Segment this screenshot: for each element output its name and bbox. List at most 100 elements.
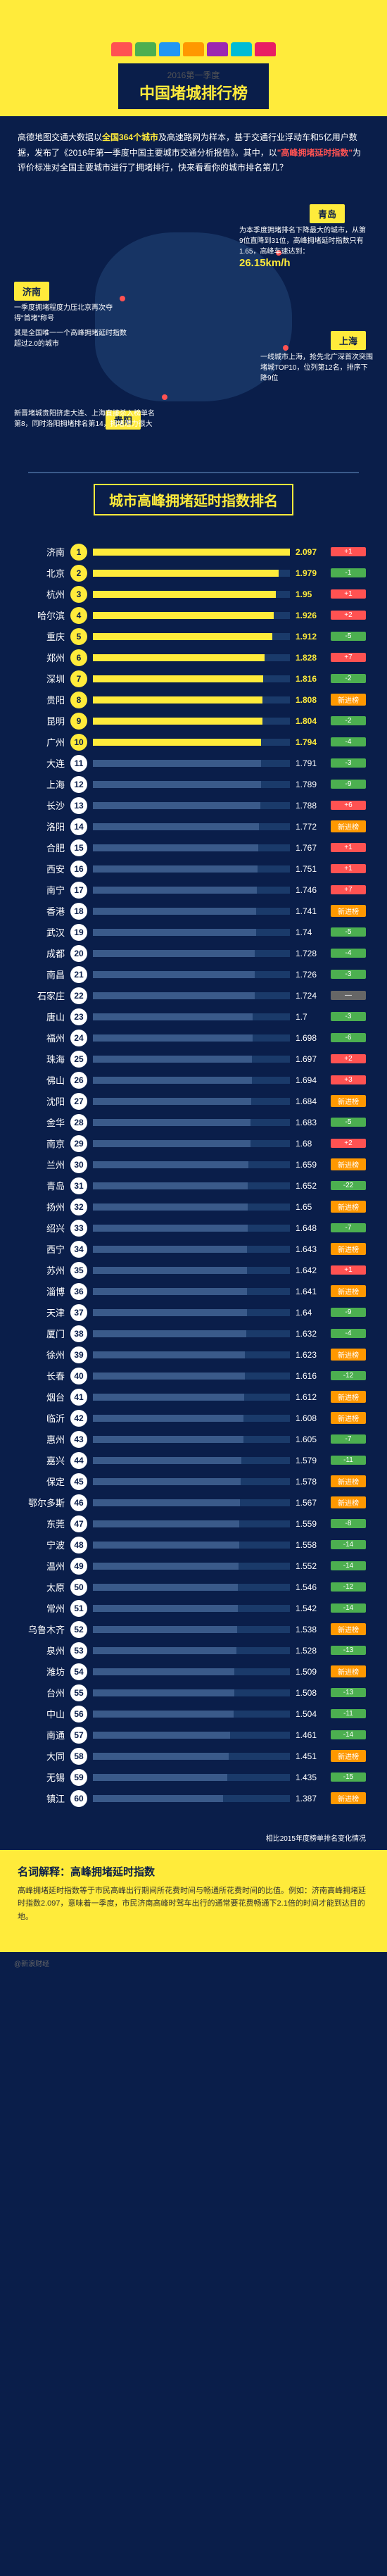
rank-city: 贵阳 <box>21 693 70 706</box>
rank-row: 长春401.616-12 <box>21 1368 366 1384</box>
city-desc: 为本季度拥堵排名下降最大的城市，从第9位直降到31位，高峰拥堵延时指数只有1.6… <box>239 225 366 257</box>
rank-row: 徐州391.623新进榜 <box>21 1346 366 1363</box>
rank-bar <box>93 929 290 936</box>
rank-row: 唐山231.7-3 <box>21 1008 366 1025</box>
rank-bar <box>93 1013 290 1020</box>
rank-number: 9 <box>70 713 87 730</box>
rank-number: 13 <box>70 797 87 814</box>
rank-change: 新进榜 <box>331 1623 366 1635</box>
rank-row: 台州551.508-13 <box>21 1684 366 1701</box>
rank-bar <box>93 1774 290 1781</box>
rank-row: 沈阳271.684新进榜 <box>21 1093 366 1110</box>
rank-number: 40 <box>70 1368 87 1384</box>
rank-number: 45 <box>70 1473 87 1490</box>
rank-bar <box>93 1478 290 1485</box>
rank-change: +3 <box>331 1075 366 1084</box>
rank-number: 46 <box>70 1494 87 1511</box>
rank-value: 1.558 <box>296 1540 331 1550</box>
rank-value: 1.65 <box>296 1202 331 1212</box>
rank-number: 35 <box>70 1262 87 1279</box>
rank-value: 1.772 <box>296 822 331 832</box>
rank-value: 1.979 <box>296 568 331 578</box>
rank-bar <box>93 675 290 682</box>
rank-number: 30 <box>70 1156 87 1173</box>
rank-city: 南通 <box>21 1728 70 1742</box>
rank-bar <box>93 1373 290 1380</box>
rank-bar <box>93 887 290 894</box>
subtitle: 2016第一季度 <box>139 69 248 81</box>
rank-value: 1.816 <box>296 674 331 684</box>
rank-change: 新进榜 <box>331 820 366 832</box>
rank-row: 保定451.578新进榜 <box>21 1473 366 1490</box>
rank-change: 新进榜 <box>331 1496 366 1508</box>
rank-value: 1.698 <box>296 1033 331 1043</box>
rank-row: 镇江601.387新进榜 <box>21 1790 366 1807</box>
rank-bar <box>93 1140 290 1147</box>
rank-number: 54 <box>70 1663 87 1680</box>
rank-city: 大连 <box>21 756 70 770</box>
intro-text: 高德地图交通大数据以全国364个城市及高速路网为样本，基于交通行业浮动车和5亿用… <box>0 116 387 190</box>
divider <box>28 472 359 473</box>
rank-number: 36 <box>70 1283 87 1300</box>
rank-row: 常州511.542-14 <box>21 1600 366 1617</box>
rank-number: 51 <box>70 1600 87 1617</box>
rank-change: -7 <box>331 1434 366 1444</box>
rank-value: 1.74 <box>296 927 331 937</box>
rank-row: 上海121.789-9 <box>21 776 366 793</box>
rank-value: 1.728 <box>296 949 331 958</box>
rank-city: 郑州 <box>21 651 70 664</box>
rank-change: -14 <box>331 1603 366 1613</box>
rank-value: 1.612 <box>296 1392 331 1402</box>
rank-change: -15 <box>331 1772 366 1782</box>
rank-value: 1.804 <box>296 716 331 726</box>
rank-city: 成都 <box>21 946 70 960</box>
rank-row: 南宁171.746+7 <box>21 882 366 899</box>
rank-row: 武汉191.74-5 <box>21 924 366 941</box>
rank-change: -5 <box>331 1118 366 1127</box>
rank-number: 21 <box>70 966 87 983</box>
rank-number: 41 <box>70 1389 87 1406</box>
rank-bar <box>93 654 290 661</box>
rank-value: 1.546 <box>296 1582 331 1592</box>
rank-row: 北京21.979-1 <box>21 565 366 582</box>
rank-city: 广州 <box>21 735 70 749</box>
rank-number: 58 <box>70 1748 87 1765</box>
rank-bar <box>93 1436 290 1443</box>
rank-city: 厦门 <box>21 1327 70 1340</box>
rank-value: 1.912 <box>296 632 331 642</box>
rank-value: 1.632 <box>296 1329 331 1339</box>
rank-bar <box>93 612 290 619</box>
rank-city: 苏州 <box>21 1263 70 1277</box>
rank-bar <box>93 1161 290 1168</box>
rank-value: 1.623 <box>296 1350 331 1360</box>
rank-change: 新进榜 <box>331 1792 366 1804</box>
rank-city: 昆明 <box>21 714 70 727</box>
rank-bar <box>93 1689 290 1696</box>
rank-value: 1.648 <box>296 1223 331 1233</box>
rank-row: 哈尔滨41.926+2 <box>21 607 366 624</box>
rank-number: 60 <box>70 1790 87 1807</box>
rank-row: 洛阳141.772新进榜 <box>21 818 366 835</box>
rank-bar <box>93 1626 290 1633</box>
rank-bar <box>93 1246 290 1253</box>
rank-row: 广州101.794-4 <box>21 734 366 751</box>
rank-row: 鄂尔多斯461.567新进榜 <box>21 1494 366 1511</box>
rank-city: 大同 <box>21 1749 70 1763</box>
city-box-jinan: 一季度拥堵程度力压北京再次夺得"首堵"称号 其是全国唯一一个高峰拥堵延时指数超过… <box>14 303 127 349</box>
rank-change: -9 <box>331 780 366 789</box>
rank-number: 29 <box>70 1135 87 1152</box>
rank-city: 青岛 <box>21 1179 70 1192</box>
rank-bar <box>93 1457 290 1464</box>
ranking-legend: 相比2015年度榜单排名变化情况 <box>0 1825 387 1850</box>
rank-change: +1 <box>331 589 366 599</box>
rank-bar <box>93 591 290 598</box>
rank-change: -3 <box>331 1012 366 1021</box>
rank-number: 8 <box>70 692 87 708</box>
rank-row: 长沙131.788+6 <box>21 797 366 814</box>
rank-city: 重庆 <box>21 630 70 643</box>
rank-change: — <box>331 991 366 1000</box>
rank-city: 嘉兴 <box>21 1453 70 1467</box>
footer-text: 高峰拥堵延时指数等于市民高峰出行期间所花费时间与畅通所花费时间的比值。例如：济南… <box>18 1884 369 1924</box>
rank-change: -3 <box>331 970 366 979</box>
rank-bar <box>93 1753 290 1760</box>
